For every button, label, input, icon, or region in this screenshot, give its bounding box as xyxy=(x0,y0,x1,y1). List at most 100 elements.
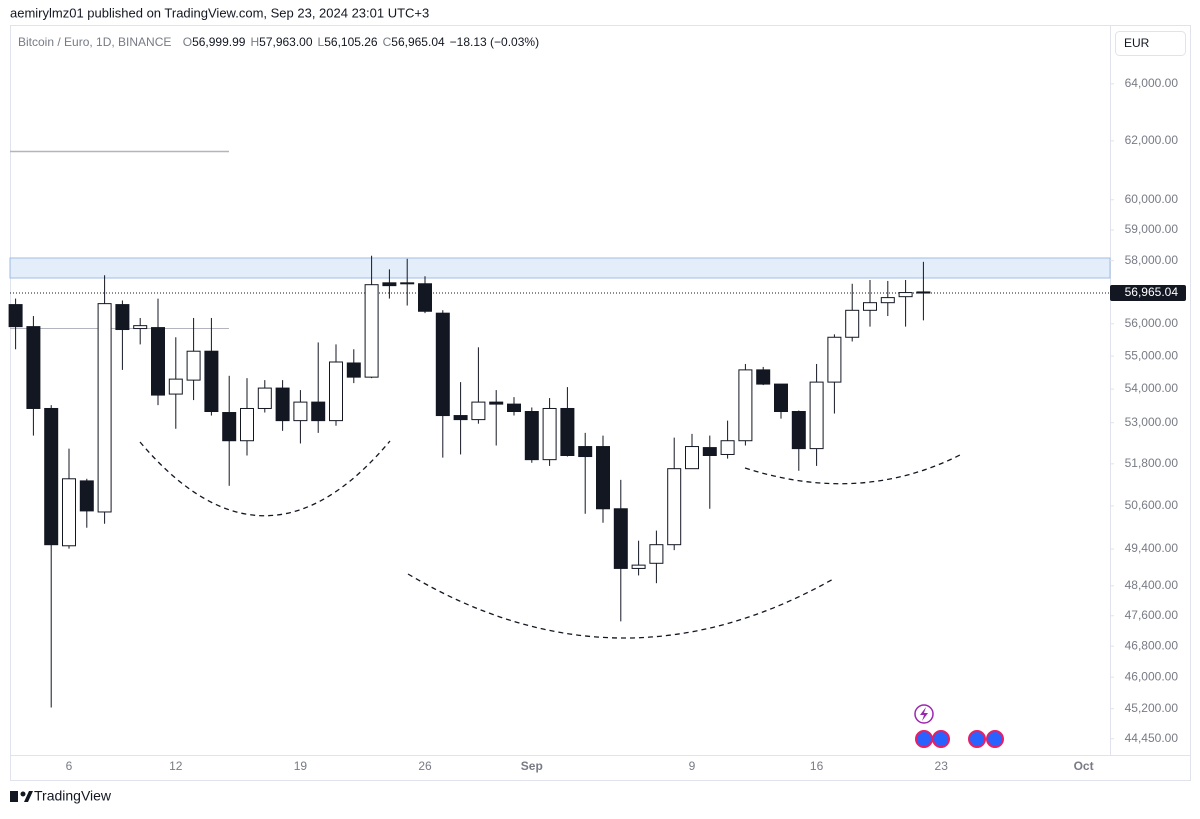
candle-body xyxy=(115,304,130,331)
legend-key: C xyxy=(383,35,392,49)
candle-body xyxy=(507,403,521,413)
symbol: Bitcoin / Euro, 1D, BINANCE xyxy=(18,35,171,49)
candle-body xyxy=(738,369,753,442)
candle-body xyxy=(26,326,41,409)
y-tick-label: 49,400.00 xyxy=(1125,541,1179,555)
y-tick-label: 55,000.00 xyxy=(1125,348,1179,362)
publish-header: aemirylmz01 published on TradingView.com… xyxy=(10,5,429,20)
candle-body xyxy=(453,415,468,421)
candle-body xyxy=(186,350,201,381)
legend-value: 57,963.00 xyxy=(259,35,313,49)
y-tick-label: 46,800.00 xyxy=(1125,638,1179,652)
x-tick-label: 12 xyxy=(169,759,183,773)
y-tick-label: 44,450.00 xyxy=(1125,731,1179,745)
candle-body xyxy=(880,297,895,304)
y-tick-label: 59,000.00 xyxy=(1125,222,1179,236)
x-tick-label: Oct xyxy=(1074,759,1094,773)
currency[interactable]: EUR xyxy=(1124,36,1150,50)
candle-body xyxy=(791,411,806,450)
candle-body xyxy=(382,282,397,287)
y-tick-label: 62,000.00 xyxy=(1125,133,1179,147)
logo-part xyxy=(10,791,18,802)
event-icon[interactable] xyxy=(986,730,1004,748)
candle-body xyxy=(613,508,628,569)
legend-key: O xyxy=(183,35,192,49)
candle-body xyxy=(702,447,717,457)
event-icon[interactable] xyxy=(932,730,950,748)
legend-value: 56,999.99 xyxy=(192,35,246,49)
candle-body xyxy=(62,478,76,547)
x-tick-label: 16 xyxy=(810,759,824,773)
candle-body xyxy=(364,284,379,378)
candle-body xyxy=(44,407,59,546)
candle-body xyxy=(400,282,415,285)
legend-key: H xyxy=(250,35,259,49)
y-tick-label: 51,800.00 xyxy=(1125,456,1179,470)
y-tick-label: 46,000.00 xyxy=(1125,669,1179,683)
legend-value: 56,105.26 xyxy=(324,35,378,49)
candle-body xyxy=(435,312,450,417)
candle-body xyxy=(133,325,148,330)
candle-body xyxy=(222,412,237,442)
x-tick-label: 26 xyxy=(418,759,432,773)
x-tick-label: Sep xyxy=(521,759,543,773)
candle-body xyxy=(631,564,646,569)
candle-body xyxy=(204,350,219,413)
candle-body xyxy=(827,336,842,383)
last-price-label: 56,965.04 xyxy=(1125,285,1179,299)
event-icon[interactable] xyxy=(915,730,933,748)
candle-body xyxy=(275,387,290,422)
ohlc-legend: Bitcoin / Euro, 1D, BINANCE O56,999.99 H5… xyxy=(18,35,539,49)
candle-body xyxy=(720,440,735,455)
candle-body xyxy=(168,378,183,395)
legend-values: O56,999.99 H57,963.00 L56,105.26 C56,965.04… xyxy=(183,35,539,49)
candle-body xyxy=(489,401,504,405)
candle-body xyxy=(809,381,824,450)
event-icons xyxy=(914,704,1004,748)
x-tick-label: 19 xyxy=(294,759,308,773)
left-shoulder-curve xyxy=(139,440,391,517)
last-price-box xyxy=(1110,285,1186,302)
x-tick-label: 23 xyxy=(935,759,949,773)
candle-body xyxy=(240,407,254,442)
event-icon[interactable] xyxy=(968,730,986,748)
y-tick-label: 64,000.00 xyxy=(1125,76,1179,90)
plot xyxy=(8,255,1110,708)
candle-body xyxy=(293,401,308,422)
y-tick-label: 60,000.00 xyxy=(1125,192,1179,206)
candle-body xyxy=(916,291,931,294)
candle-body xyxy=(845,309,860,338)
right-shoulder-curve xyxy=(744,454,961,485)
logo-part xyxy=(24,791,33,802)
y-tick-label: 53,000.00 xyxy=(1125,415,1179,429)
x-tick-label: 9 xyxy=(689,759,696,773)
candle-body xyxy=(542,407,557,461)
y-tick-label: 47,600.00 xyxy=(1125,608,1179,622)
candle-body xyxy=(649,544,664,564)
legend-key: L xyxy=(318,35,325,49)
currency-button[interactable] xyxy=(1115,31,1186,56)
candle-body xyxy=(667,468,682,546)
y-tick-label: 50,600.00 xyxy=(1125,498,1179,512)
footer-logo xyxy=(10,791,33,802)
candle-body xyxy=(151,327,165,396)
x-tick-label: 6 xyxy=(66,759,73,773)
y-tick-label: 56,000.00 xyxy=(1125,316,1179,330)
candle-body xyxy=(596,446,610,510)
y-tick-label: 58,000.00 xyxy=(1125,253,1179,267)
head-curve xyxy=(407,573,836,639)
candle-body xyxy=(8,304,23,328)
y-tick-label: 48,400.00 xyxy=(1125,578,1179,592)
logo-part xyxy=(20,791,26,797)
footer-brand: TradingView xyxy=(34,788,112,804)
y-tick-label: 45,200.00 xyxy=(1125,701,1179,715)
lightning-glyph xyxy=(920,707,928,721)
candle-body xyxy=(898,292,913,298)
candle-body xyxy=(685,446,699,470)
candle-body xyxy=(471,401,486,421)
candle-body xyxy=(418,283,432,312)
candle-body xyxy=(863,302,877,311)
